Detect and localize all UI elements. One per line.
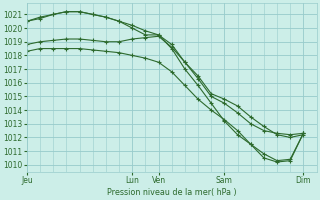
X-axis label: Pression niveau de la mer( hPa ): Pression niveau de la mer( hPa ) [107,188,236,197]
